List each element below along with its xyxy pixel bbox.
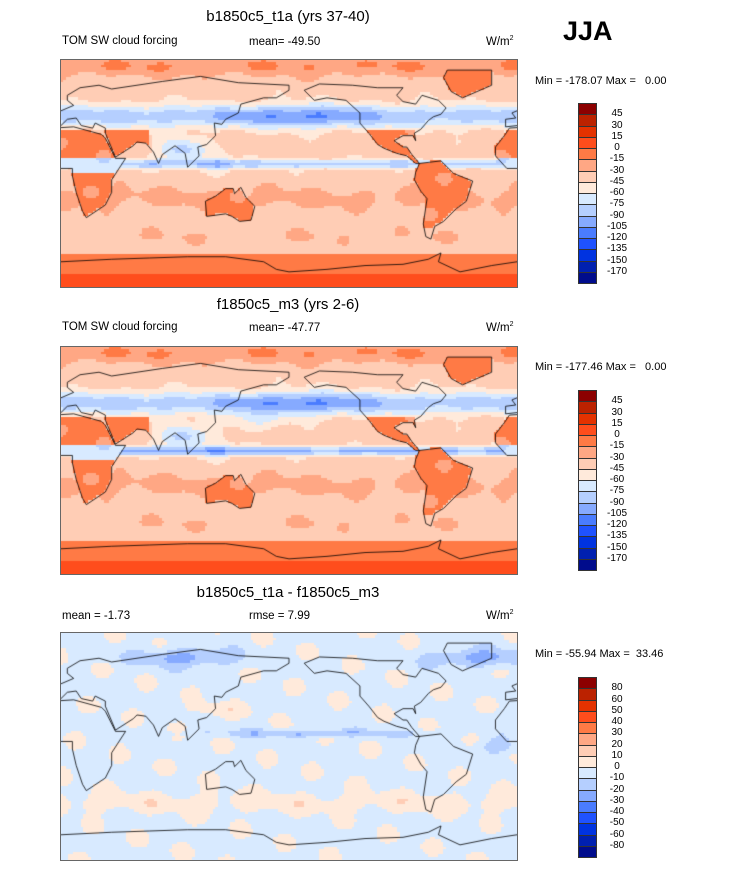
colorbar-tick-label: 30 — [611, 727, 623, 739]
colorbar-tick-label: -120 — [606, 519, 627, 530]
colorbar-tick-label: -105 — [606, 220, 627, 232]
colorbar-tick-label: -40 — [609, 806, 625, 817]
panel-1-units: W/m2 — [486, 35, 514, 48]
colorbar-tick-label: -80 — [609, 839, 625, 851]
panel-3-units: W/m2 — [486, 609, 514, 622]
colorbar-tick-label: -90 — [609, 496, 625, 508]
colorbar-tick-label: 10 — [611, 749, 623, 761]
colorbar-tick-label: -45 — [609, 462, 625, 474]
panel-3-colorbar: 80 60 50 40 30 20 10 0 -10 -20 -30 -40 -50 -60 -80 — [578, 677, 624, 858]
colorbar-tick-label: 50 — [611, 704, 623, 716]
colorbar-tick-label: -135 — [606, 243, 627, 255]
colorbar-tick-label: -15 — [609, 153, 625, 165]
panel-1-title: b1850c5_t1a (yrs 37-40) — [206, 8, 370, 25]
season-label: JJA — [563, 16, 613, 46]
panel-1-variable-label: TOM SW cloud forcing — [62, 35, 178, 47]
colorbar-tick-label: -170 — [606, 265, 627, 277]
colorbar-tick-label: -30 — [609, 451, 625, 463]
colorbar-tick-label: 60 — [611, 693, 623, 705]
colorbar-tick-label: 15 — [611, 417, 623, 429]
colorbar-tick-label: 30 — [611, 119, 623, 131]
panel-1-map — [60, 59, 518, 288]
colorbar-tick-label: -75 — [609, 485, 625, 497]
panel-2-map — [60, 346, 518, 575]
colorbar-tick-label: 20 — [611, 738, 623, 750]
colorbar-tick-label: -10 — [609, 772, 625, 784]
colorbar-swatch — [578, 845, 597, 858]
colorbar-tick-label: 40 — [611, 716, 623, 727]
colorbar-tick-label: -170 — [606, 552, 627, 564]
colorbar-tick-label: -60 — [609, 187, 625, 198]
colorbar-tick-label: 0 — [614, 142, 620, 153]
colorbar-tick-label: -50 — [609, 817, 625, 829]
colorbar-tick-label: 0 — [614, 429, 620, 440]
colorbar-tick-label: -60 — [609, 828, 625, 840]
colorbar-tick-label: -20 — [609, 783, 625, 795]
panel-2-variable-label: TOM SW cloud forcing — [62, 321, 178, 333]
colorbar-tick-label: -75 — [609, 198, 625, 210]
panel-1-units-text: W/m — [486, 35, 510, 48]
colorbar-tick-label: -150 — [606, 254, 627, 266]
panel-3-title: b1850c5_t1a - f1850c5_m3 — [196, 584, 380, 601]
panel-3-units-text: W/m — [486, 609, 510, 622]
colorbar-tick-label: 0 — [614, 761, 620, 772]
panel-3-mean-label: mean = -1.73 — [62, 610, 131, 622]
colorbar-tick-label: 80 — [611, 682, 623, 694]
colorbar-tick-label: -105 — [606, 507, 627, 519]
colorbar-tick-label: -135 — [606, 530, 627, 542]
panel-3-map — [60, 632, 518, 861]
panel-2-title: f1850c5_m3 (yrs 2-6) — [216, 296, 360, 313]
colorbar-tick-label: -60 — [609, 474, 625, 485]
panel-2-minmax: Min = -177.46 Max = 0.00 — [535, 361, 667, 373]
colorbar-swatch — [578, 558, 597, 571]
colorbar-tick-label: 45 — [611, 395, 623, 407]
panel-1-minmax: Min = -178.07 Max = 0.00 — [535, 75, 667, 87]
panel-3-rmse-label: rmse = 7.99 — [249, 610, 311, 622]
panel-1-colorbar: 45 30 15 0 -15 -30 -45 -60 -75 -90 -105 -120 -135 -15… — [578, 103, 627, 284]
panel-3-minmax: Min = -55.94 Max = 33.46 — [535, 648, 664, 660]
colorbar-tick-label: -15 — [609, 440, 625, 452]
panel-2-units-exponent: 2 — [509, 321, 514, 328]
colorbar-tick-label: 30 — [611, 406, 623, 418]
colorbar-tick-label: -150 — [606, 541, 627, 553]
colorbar-tick-label: 15 — [611, 130, 623, 142]
panel-2-units-text: W/m — [486, 321, 510, 334]
panel-1-mean-label: mean= -49.50 — [249, 36, 321, 48]
colorbar-tick-label: -30 — [609, 164, 625, 176]
panel-1-units-exponent: 2 — [509, 35, 514, 42]
panel-2-mean-label: mean= -47.77 — [249, 322, 321, 334]
panel-3-units-exponent: 2 — [509, 609, 514, 616]
colorbar-tick-label: 45 — [611, 108, 623, 120]
colorbar-tick-label: -120 — [606, 232, 627, 243]
colorbar-tick-label: -45 — [609, 175, 625, 187]
colorbar-tick-label: -30 — [609, 794, 625, 806]
colorbar-swatch — [578, 271, 597, 284]
panel-2-colorbar: 45 30 15 0 -15 -30 -45 -60 -75 -90 -105 -120 -135 -15… — [578, 390, 627, 571]
colorbar-tick-label: -90 — [609, 209, 625, 221]
panel-2-units: W/m2 — [486, 321, 514, 334]
